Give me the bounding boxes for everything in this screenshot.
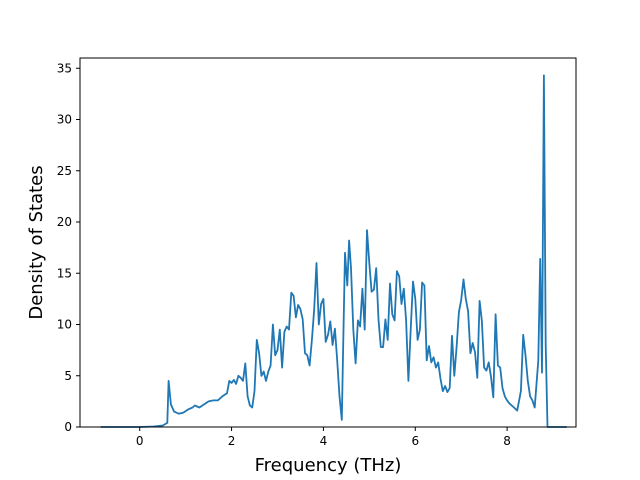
x-tick-label: 0	[136, 434, 144, 448]
x-tick-label: 6	[411, 434, 419, 448]
y-axis-label: Density of States	[26, 165, 47, 319]
y-tick-label: 20	[57, 215, 72, 229]
x-axis-label: Frequency (THz)	[255, 455, 402, 476]
y-tick-label: 10	[57, 318, 72, 332]
x-tick-label: 8	[503, 434, 511, 448]
x-axis-ticks: 0 2 4 6 8	[136, 427, 511, 448]
y-tick-label: 15	[57, 266, 72, 280]
y-tick-label: 30	[57, 113, 72, 127]
dos-series-line	[100, 74, 567, 428]
y-tick-label: 35	[57, 61, 72, 75]
y-tick-label: 25	[57, 164, 72, 178]
y-axis-ticks: 0 5 10 15 20 25 30 35	[57, 61, 80, 434]
x-tick-label: 2	[228, 434, 236, 448]
y-tick-label: 0	[64, 420, 72, 434]
y-tick-label: 5	[64, 369, 72, 383]
axes-frame	[79, 57, 577, 428]
plot-area	[100, 74, 567, 428]
x-tick-label: 4	[320, 434, 328, 448]
